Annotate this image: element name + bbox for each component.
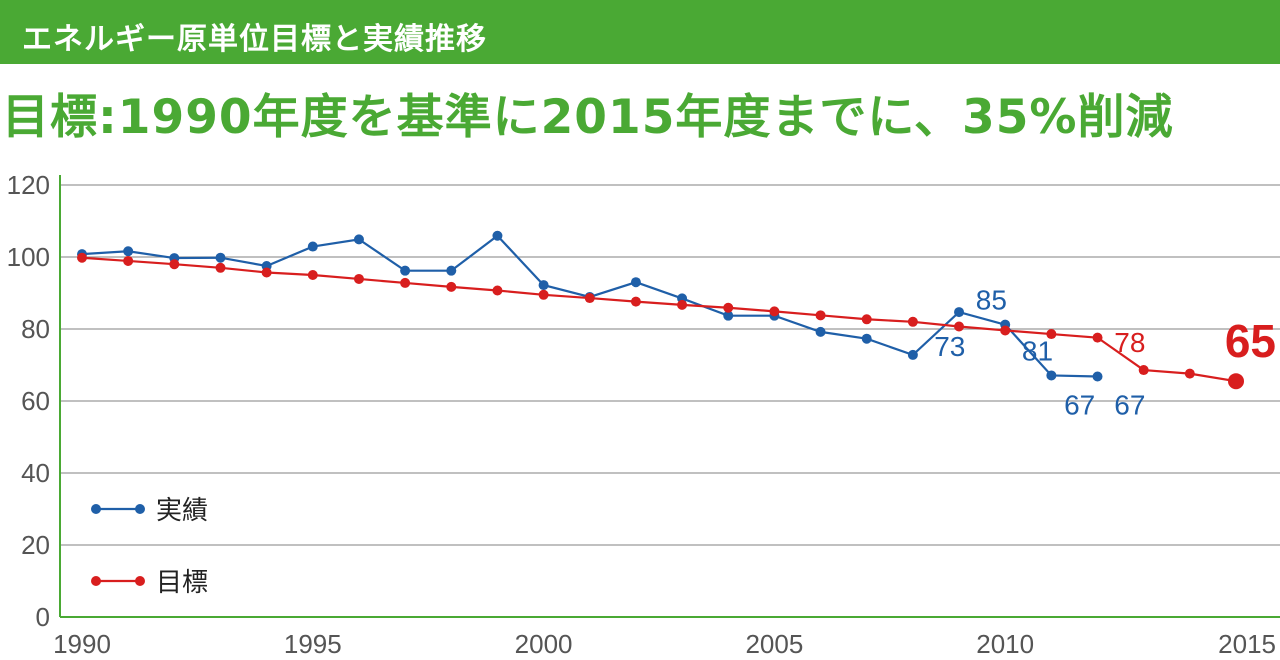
data-point-0-14 <box>723 310 734 321</box>
data-label-6: 65 <box>1225 315 1276 367</box>
data-label-3: 67 <box>1064 390 1095 421</box>
data-point-1-7 <box>400 277 411 288</box>
data-point-0-7 <box>400 265 411 276</box>
data-point-0-6 <box>353 234 364 245</box>
data-point-1-22 <box>1092 332 1103 343</box>
data-point-1-21 <box>1046 329 1057 340</box>
data-point-0-22 <box>1092 371 1103 382</box>
legend-marker-b-1 <box>135 576 145 586</box>
data-label-1: 85 <box>976 285 1007 316</box>
data-point-1-23 <box>1138 365 1149 376</box>
data-label-2: 81 <box>1022 335 1053 366</box>
x-tick-label-2015: 2015 <box>1218 629 1276 659</box>
x-tick-label-2005: 2005 <box>745 629 803 659</box>
data-point-0-18 <box>907 349 918 360</box>
data-point-0-9 <box>492 230 503 241</box>
data-point-0-16 <box>815 326 826 337</box>
data-point-1-2 <box>169 259 180 270</box>
y-tick-label-40: 40 <box>21 458 50 488</box>
chart-title: エネルギー原単位目標と実績推移 <box>22 22 487 57</box>
data-point-0-19 <box>954 307 965 318</box>
data-point-1-3 <box>215 262 226 273</box>
data-point-1-18 <box>907 316 918 327</box>
legend-marker-a-1 <box>91 576 101 586</box>
data-point-0-17 <box>861 333 872 344</box>
y-tick-label-100: 100 <box>7 242 50 272</box>
data-point-1-15 <box>769 306 780 317</box>
data-point-1-17 <box>861 314 872 325</box>
data-point-0-5 <box>307 241 318 252</box>
data-point-1-12 <box>630 296 641 307</box>
data-point-1-1 <box>123 255 134 266</box>
x-tick-label-2010: 2010 <box>976 629 1034 659</box>
data-point-1-20 <box>1000 325 1011 336</box>
y-tick-label-80: 80 <box>21 314 50 344</box>
legend-label-1: 目標 <box>156 568 208 598</box>
data-point-1-14 <box>723 302 734 313</box>
title-banner: エネルギー原単位目標と実績推移 <box>0 0 1280 64</box>
data-point-0-3 <box>215 252 226 263</box>
data-point-1-13 <box>677 299 688 310</box>
data-label-5: 78 <box>1114 327 1145 358</box>
data-point-1-19 <box>954 321 965 332</box>
data-point-0-12 <box>630 277 641 288</box>
series-line-1 <box>81 256 1237 383</box>
data-label-4: 67 <box>1114 390 1145 421</box>
legend-marker-b-0 <box>135 504 145 514</box>
legend-marker-a-0 <box>91 504 101 514</box>
data-point-0-8 <box>446 265 457 276</box>
y-tick-label-20: 20 <box>21 530 50 560</box>
data-point-1-10 <box>538 289 549 300</box>
data-point-1-9 <box>492 285 503 296</box>
y-tick-label-120: 120 <box>7 170 50 200</box>
chart-subtitle: 目標:1990年度を基準に2015年度までに、35%削減 <box>2 90 1174 145</box>
x-tick-label-1995: 1995 <box>284 629 342 659</box>
data-point-1-6 <box>353 273 364 284</box>
data-point-0-10 <box>538 280 549 291</box>
data-point-1-16 <box>815 310 826 321</box>
x-tick-label-1990: 1990 <box>53 629 111 659</box>
data-point-1-25 <box>1228 373 1244 390</box>
data-point-0-21 <box>1046 370 1057 381</box>
data-point-1-24 <box>1184 368 1195 379</box>
data-point-1-4 <box>261 267 272 278</box>
data-point-1-5 <box>307 270 318 280</box>
data-label-0: 73 <box>934 331 965 362</box>
x-tick-label-2000: 2000 <box>515 629 573 659</box>
data-point-0-1 <box>123 246 134 257</box>
y-tick-label-60: 60 <box>21 386 50 416</box>
legend-label-0: 実績 <box>156 496 208 526</box>
data-point-1-11 <box>584 293 595 304</box>
data-point-1-8 <box>446 281 457 292</box>
y-tick-label-0: 0 <box>36 602 50 632</box>
data-point-1-0 <box>77 252 87 263</box>
